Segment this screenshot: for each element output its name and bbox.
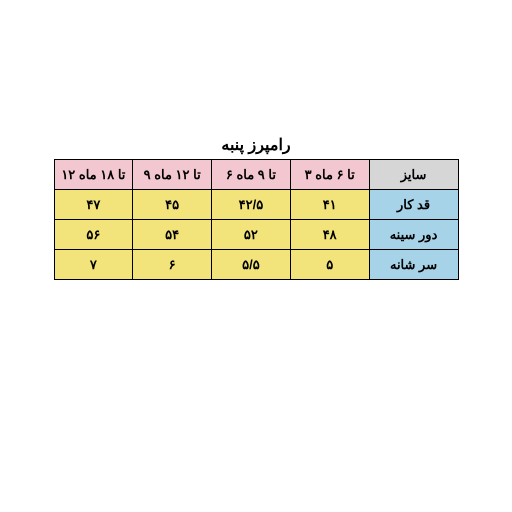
value-cell: ۵۴ — [133, 220, 212, 250]
size-col-header: سایز — [369, 160, 458, 190]
row-label: سر شانه — [369, 250, 458, 280]
value-cell: ۴۷ — [54, 190, 133, 220]
table-header-row: ۱۲ تا ۱۸ ماه ۹ تا ۱۲ ماه ۶ تا ۹ ماه ۳ تا… — [54, 160, 458, 190]
age-col-header: ۶ تا ۹ ماه — [212, 160, 291, 190]
value-cell: ۴۱ — [290, 190, 369, 220]
table-row: ۵۶ ۵۴ ۵۲ ۴۸ دور سینه — [54, 220, 458, 250]
value-cell: ۴۸ — [290, 220, 369, 250]
age-col-header: ۳ تا ۶ ماه — [290, 160, 369, 190]
value-cell: ۵/۵ — [212, 250, 291, 280]
table-row: ۴۷ ۴۵ ۴۲/۵ ۴۱ قد کار — [54, 190, 458, 220]
value-cell: ۵۲ — [212, 220, 291, 250]
value-cell: ۴۲/۵ — [212, 190, 291, 220]
size-chart: رامپرز پنبه ۱۲ تا ۱۸ ماه ۹ تا ۱۲ ماه ۶ ت… — [54, 135, 459, 280]
value-cell: ۵ — [290, 250, 369, 280]
row-label: دور سینه — [369, 220, 458, 250]
table-row: ۷ ۶ ۵/۵ ۵ سر شانه — [54, 250, 458, 280]
size-table: ۱۲ تا ۱۸ ماه ۹ تا ۱۲ ماه ۶ تا ۹ ماه ۳ تا… — [54, 159, 459, 280]
value-cell: ۴۵ — [133, 190, 212, 220]
age-col-header: ۱۲ تا ۱۸ ماه — [54, 160, 133, 190]
age-col-header: ۹ تا ۱۲ ماه — [133, 160, 212, 190]
chart-title: رامپرز پنبه — [54, 135, 459, 155]
row-label: قد کار — [369, 190, 458, 220]
value-cell: ۶ — [133, 250, 212, 280]
value-cell: ۷ — [54, 250, 133, 280]
value-cell: ۵۶ — [54, 220, 133, 250]
